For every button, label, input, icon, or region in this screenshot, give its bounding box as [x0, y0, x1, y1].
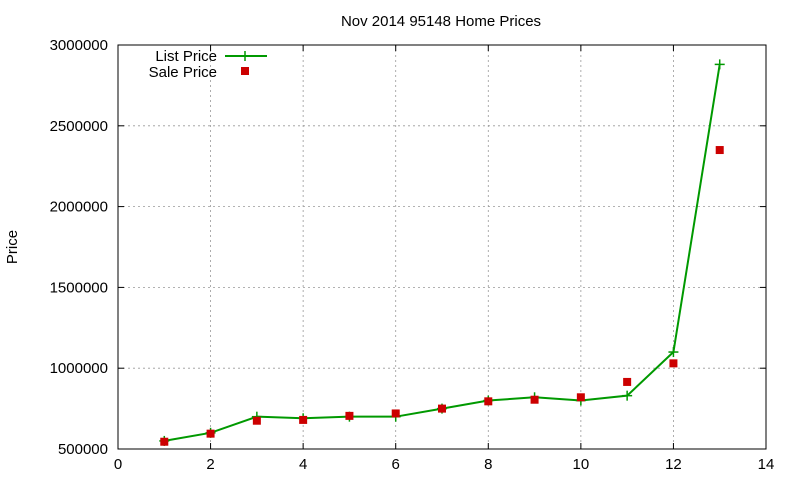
sale-price-point: [530, 395, 539, 404]
sale-price-point: [623, 377, 632, 386]
x-tick-label: 8: [484, 456, 492, 473]
series-layer: [159, 59, 725, 446]
legend: List Price Sale Price: [149, 48, 267, 81]
grid-layer: [118, 45, 766, 449]
x-tick-label: 2: [206, 456, 214, 473]
y-tick-label: 1500000: [50, 279, 108, 296]
legend-label-list-price: List Price: [155, 48, 217, 65]
sale-price-point: [438, 404, 446, 413]
sale-price-point: [391, 409, 400, 418]
list-price-point: [622, 390, 633, 401]
x-tick-label: 12: [665, 456, 682, 473]
sale-price-point: [715, 146, 724, 155]
list-price-line: [164, 64, 721, 442]
y-tick-label: 2000000: [50, 199, 108, 216]
sale-price-point: [576, 393, 585, 402]
y-axis-label: Price: [4, 230, 21, 264]
y-tick-label: 500000: [58, 441, 108, 458]
x-tick-label: 14: [758, 456, 775, 473]
x-tick-label: 6: [392, 456, 400, 473]
x-tick-label: 10: [573, 456, 590, 473]
y-tick-label: 1000000: [50, 360, 108, 377]
legend-marker-list-price: [240, 51, 250, 61]
list-price-point: [714, 59, 725, 70]
sale-price-point: [299, 415, 308, 424]
sale-price-point: [252, 416, 261, 425]
sale-price-point: [669, 359, 678, 368]
ticks-layer: 0 2 4 6 8 10 12 14 500000 1000000 1500000 2000000 25…: [50, 37, 775, 473]
sale-price-point: [160, 437, 169, 446]
chart-title: Nov 2014 95148 Home Prices: [341, 13, 541, 30]
y-tick-label: 3000000: [50, 37, 108, 54]
sale-price-point: [345, 411, 354, 420]
x-tick-label: 0: [114, 456, 122, 473]
list-price-point: [668, 347, 679, 358]
plot-frame: [117, 44, 767, 450]
x-tick-label: 4: [299, 456, 307, 473]
sale-price-point: [206, 429, 215, 438]
sale-price-point: [484, 397, 493, 406]
legend-marker-sale-price: [241, 67, 249, 75]
legend-label-sale-price: Sale Price: [149, 64, 217, 81]
y-tick-label: 2500000: [50, 118, 108, 135]
